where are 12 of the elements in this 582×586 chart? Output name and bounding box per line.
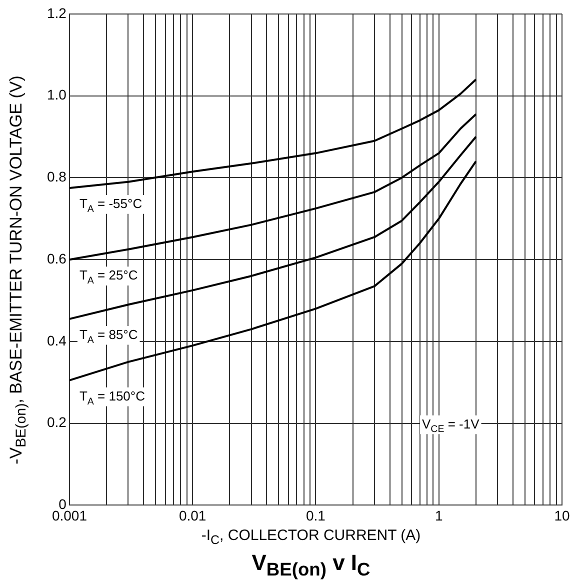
y-tick-label: 0.4 <box>46 332 67 348</box>
y-tick-label: 1.2 <box>46 4 67 21</box>
y-tick-label: 0.6 <box>46 250 67 266</box>
x-tick-label: 1 <box>434 507 443 524</box>
y-tick-label: 1.0 <box>46 86 67 103</box>
x-tick-label: 0.01 <box>178 507 206 524</box>
x-axis-title: -I$_{C}$, COLLECTOR CURRENT (A) <box>200 526 422 549</box>
text: V$_{BE(on)}$ v I$_{C}$ <box>250 550 372 582</box>
y-tick-label: 0.2 <box>46 414 67 430</box>
x-tick-label: 0.1 <box>306 507 326 524</box>
x-tick-label: 10 <box>554 507 570 524</box>
y-tick-label: 0.8 <box>46 168 67 185</box>
